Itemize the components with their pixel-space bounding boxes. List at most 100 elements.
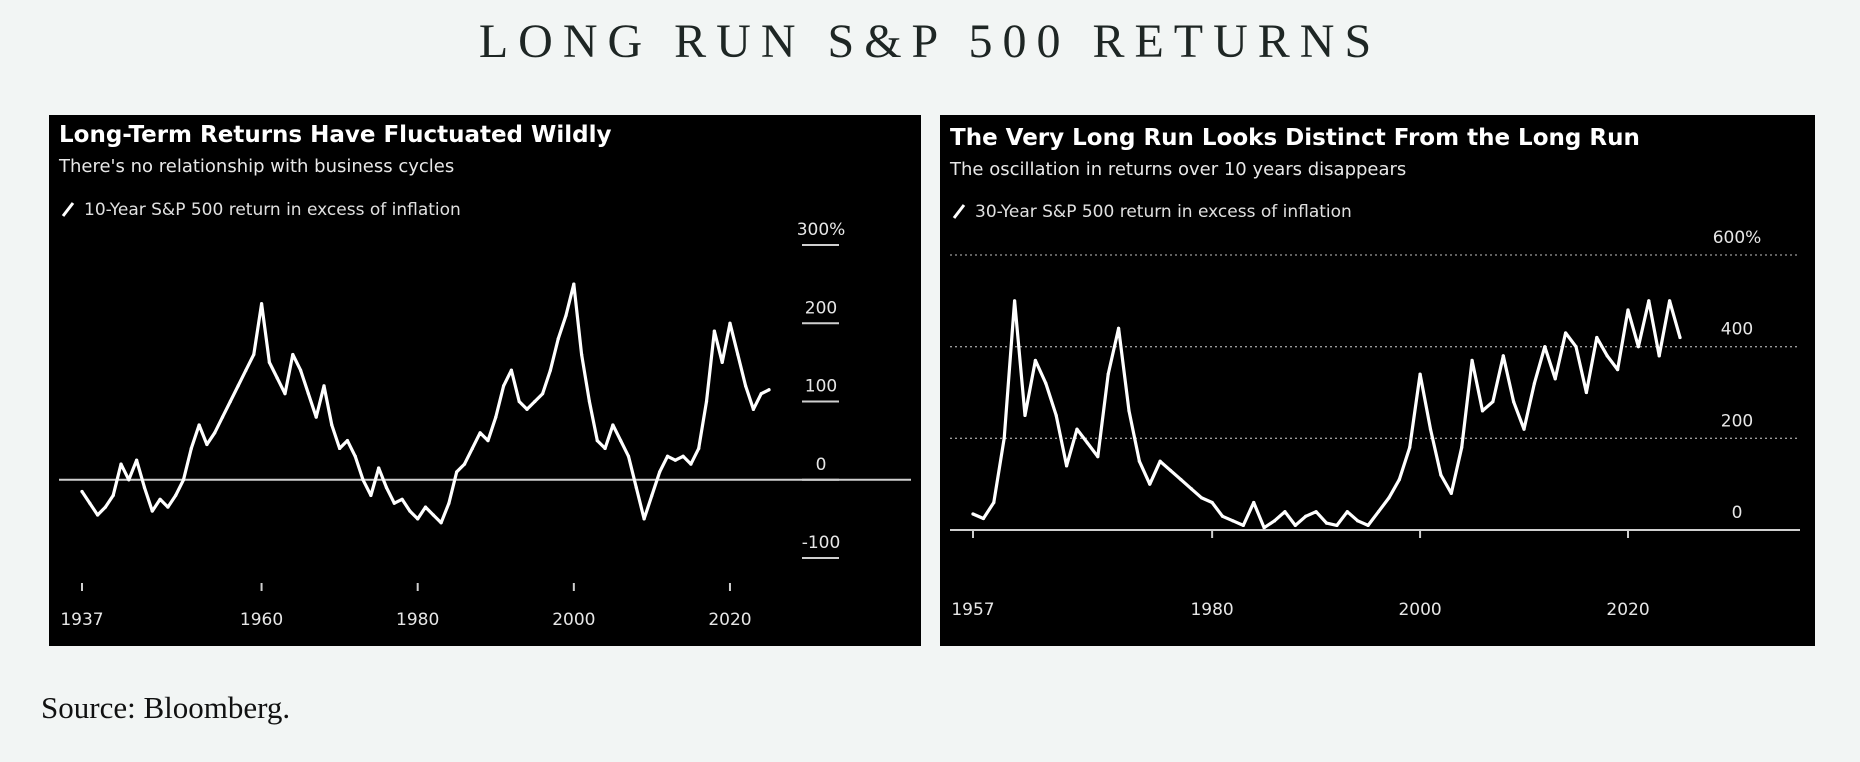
data-point	[1075, 427, 1079, 431]
data-point	[361, 478, 365, 482]
data-point	[1200, 496, 1204, 500]
data-point	[377, 466, 381, 470]
chart-subtitle: The oscillation in returns over 10 years…	[949, 159, 1406, 180]
data-point	[103, 505, 108, 509]
data-point	[205, 442, 209, 447]
page-title: LONG RUN S&P 500 RETURNS	[478, 15, 1382, 68]
data-point	[1678, 335, 1682, 340]
x-tick-label: 2000	[552, 610, 595, 630]
series-line	[971, 299, 1682, 530]
y-tick-label: 300%	[797, 220, 846, 240]
data-point	[1387, 496, 1391, 500]
data-point	[1512, 400, 1516, 404]
data-point	[533, 399, 537, 404]
x-tick-label: 2020	[1606, 600, 1649, 620]
data-point	[1408, 445, 1412, 450]
data-point	[1553, 377, 1557, 381]
data-point	[525, 407, 529, 411]
data-point	[743, 384, 748, 388]
data-point	[1366, 523, 1370, 528]
data-point	[275, 376, 279, 380]
data-point	[992, 500, 996, 505]
data-point	[353, 454, 357, 458]
data-point	[462, 462, 467, 466]
data-point	[267, 360, 271, 364]
data-point	[213, 431, 217, 435]
data-point	[244, 368, 248, 372]
y-tick-label: -100	[802, 533, 841, 553]
data-point	[1480, 409, 1485, 413]
data-point	[971, 512, 975, 516]
data-point	[1262, 526, 1266, 530]
data-point	[142, 485, 147, 490]
data-point	[88, 501, 92, 505]
data-point	[736, 352, 740, 357]
data-point	[455, 470, 459, 474]
data-point	[1158, 459, 1162, 463]
data-point	[1179, 477, 1183, 482]
data-point	[1033, 358, 1037, 363]
data-point	[150, 509, 154, 513]
data-point	[1491, 400, 1495, 404]
data-point	[517, 399, 521, 404]
data-point	[759, 392, 763, 396]
data-point	[1345, 510, 1349, 514]
chart-panel-left: Long-Term Returns Have Fluctuated Wildly…	[49, 115, 921, 646]
data-point	[611, 423, 615, 427]
data-point	[1657, 354, 1661, 358]
legend-line-icon	[952, 204, 966, 219]
data-point	[595, 439, 599, 443]
x-tick-label: 1960	[240, 610, 283, 630]
data-point	[704, 399, 709, 404]
legend-line-icon	[61, 202, 75, 217]
data-point	[423, 505, 428, 509]
data-point	[431, 513, 435, 517]
data-point	[1241, 523, 1245, 528]
data-point	[541, 392, 545, 396]
x-tick-label: 1957	[951, 600, 994, 620]
data-point	[189, 446, 193, 451]
data-point	[1470, 358, 1474, 363]
data-point	[1626, 308, 1630, 312]
data-point	[1304, 514, 1308, 518]
data-point	[1439, 473, 1443, 477]
data-point	[400, 497, 404, 501]
data-point	[720, 360, 724, 364]
data-point	[1324, 521, 1329, 525]
data-point	[486, 439, 490, 443]
data-point	[1220, 514, 1225, 518]
data-point	[1231, 519, 1235, 523]
data-point	[1293, 523, 1297, 528]
data-point	[1106, 372, 1110, 376]
data-point	[1532, 381, 1537, 385]
legend-label: 30-Year S&P 500 return in excess of infl…	[975, 202, 1352, 222]
data-point	[1605, 354, 1609, 358]
chart-30-year-returns: The Very Long Run Looks Distinct From th…	[949, 125, 1800, 620]
data-point	[1096, 455, 1100, 459]
data-point	[338, 446, 342, 451]
data-point	[236, 384, 240, 388]
data-point	[447, 501, 451, 505]
data-point	[1210, 500, 1214, 505]
data-point	[181, 478, 186, 482]
y-tick-label: 0	[816, 455, 827, 475]
data-point	[1127, 409, 1131, 413]
data-point	[197, 423, 201, 427]
data-point	[127, 478, 131, 482]
data-point	[1460, 445, 1464, 450]
data-point	[220, 415, 225, 419]
data-point	[1189, 487, 1193, 491]
data-point	[1449, 491, 1453, 495]
data-point	[981, 516, 985, 521]
data-point	[1668, 299, 1672, 303]
data-point	[1543, 345, 1547, 349]
data-point	[111, 493, 115, 497]
data-point	[259, 302, 264, 306]
data-point	[416, 517, 420, 521]
y-tick-label: 400	[1721, 320, 1753, 340]
data-point	[166, 505, 170, 509]
data-point	[642, 517, 646, 521]
data-point	[478, 431, 482, 435]
data-point	[1428, 427, 1433, 431]
data-point	[1272, 519, 1277, 523]
